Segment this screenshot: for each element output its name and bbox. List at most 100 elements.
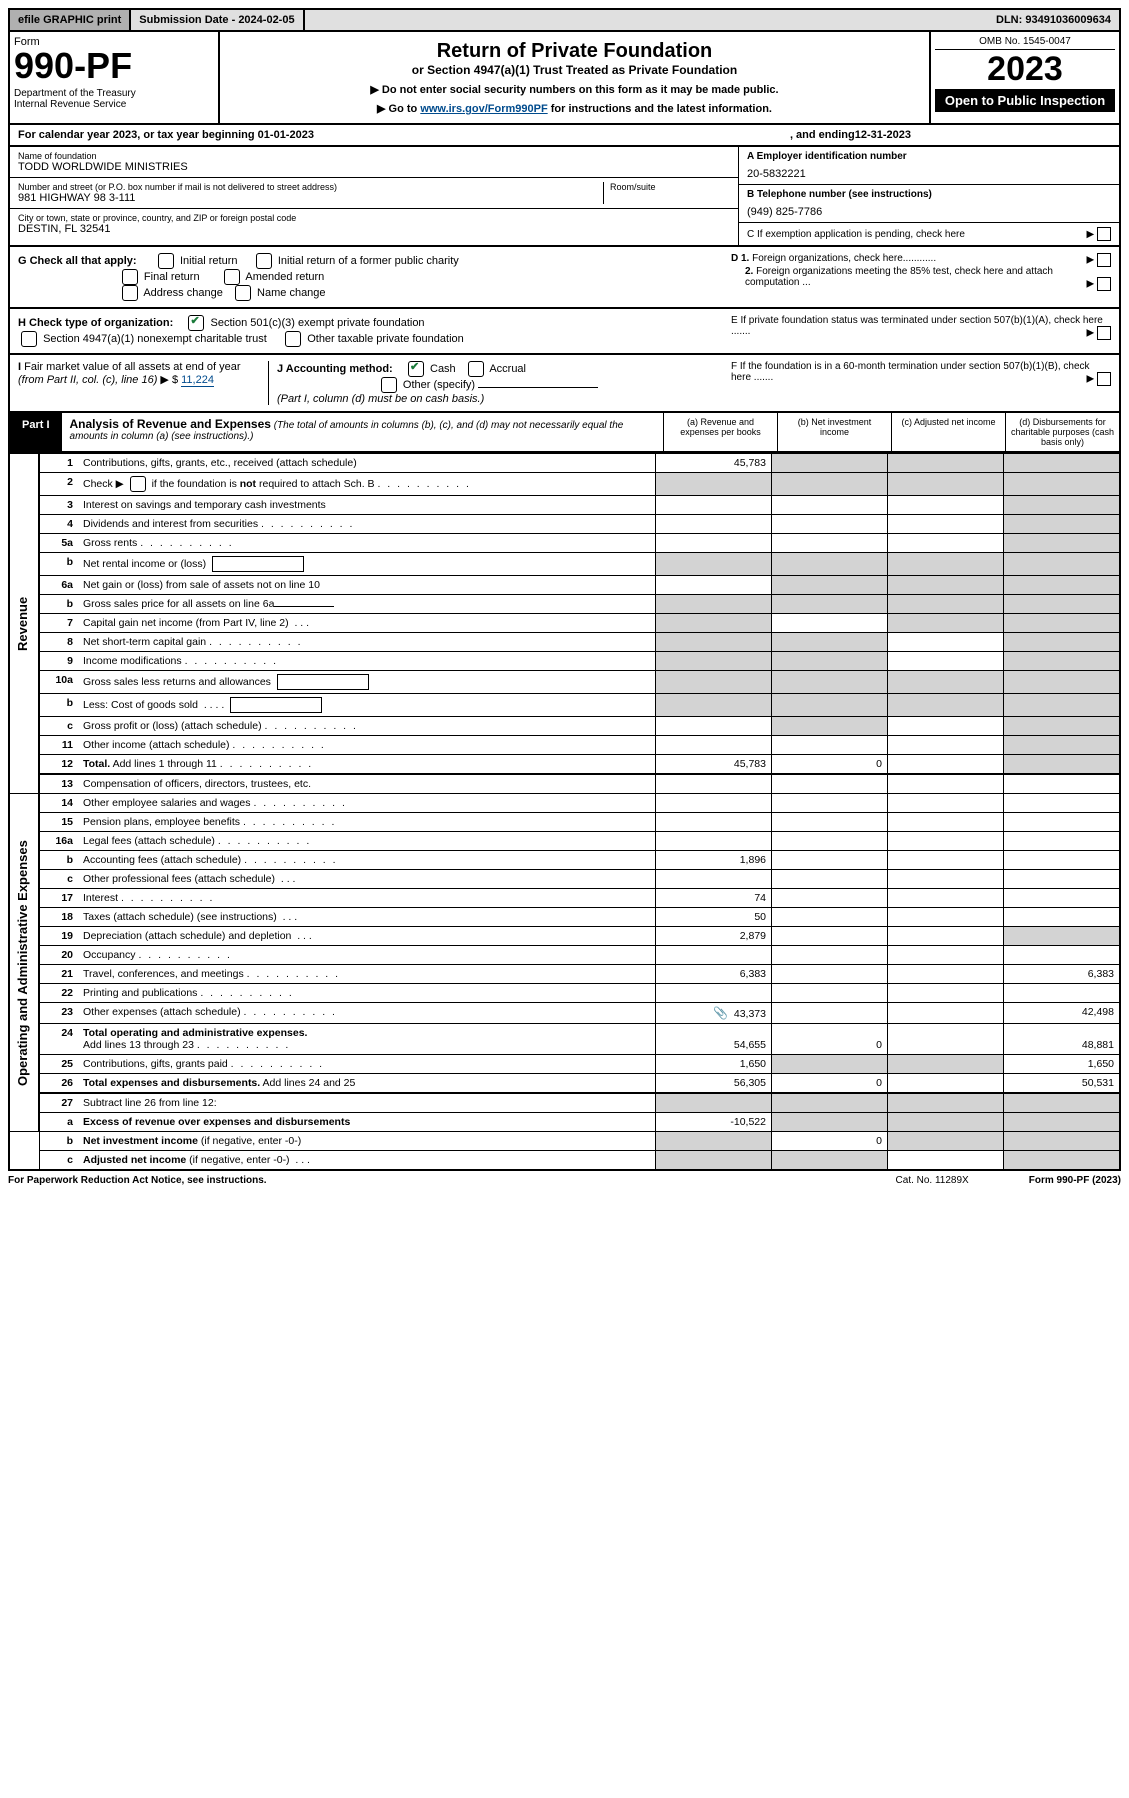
j-label: J Accounting method: [277, 363, 393, 375]
dln: DLN: 93491036009634 [988, 10, 1119, 30]
pending-label: C If exemption application is pending, c… [747, 229, 965, 240]
city-label: City or town, state or province, country… [18, 213, 730, 223]
e-label: E If private foundation status was termi… [731, 315, 1103, 337]
section-h: H Check type of organization: Section 50… [8, 309, 1121, 355]
table-row: 12Total. Add lines 1 through 11 45,7830 [9, 755, 1120, 775]
table-row: bGross sales price for all assets on lin… [9, 595, 1120, 614]
table-row: Revenue 1Contributions, gifts, grants, e… [9, 454, 1120, 473]
g-initial[interactable] [158, 253, 174, 269]
room-label: Room/suite [610, 182, 730, 192]
table-row: cGross profit or (loss) (attach schedule… [9, 717, 1120, 736]
table-row: 6aNet gain or (loss) from sale of assets… [9, 576, 1120, 595]
tax-year: 2023 [935, 50, 1115, 89]
table-row: bLess: Cost of goods sold . . . . [9, 694, 1120, 717]
col-b: (b) Net investment income [777, 413, 891, 451]
top-bar: efile GRAPHIC print Submission Date - 20… [8, 8, 1121, 32]
expenses-side: Operating and Administrative Expenses [9, 794, 39, 1132]
revenue-side: Revenue [9, 454, 39, 794]
form-subtitle: or Section 4947(a)(1) Trust Treated as P… [228, 63, 921, 77]
h-501c3[interactable] [188, 315, 204, 331]
paperwork-notice: For Paperwork Reduction Act Notice, see … [8, 1175, 267, 1186]
addr-label: Number and street (or P.O. box number if… [18, 182, 603, 192]
section-ij: I Fair market value of all assets at end… [8, 355, 1121, 413]
table-row: 24Total operating and administrative exp… [9, 1024, 1120, 1055]
table-row: 17Interest 74 [9, 889, 1120, 908]
g-initial-former[interactable] [256, 253, 272, 269]
h-4947[interactable] [21, 331, 37, 347]
footer: For Paperwork Reduction Act Notice, see … [8, 1171, 1121, 1190]
table-row: 8Net short-term capital gain [9, 633, 1120, 652]
j-other[interactable] [381, 377, 397, 393]
table-row: bNet investment income (if negative, ent… [9, 1132, 1120, 1151]
ein-label: A Employer identification number [747, 151, 907, 162]
attachment-icon[interactable]: 📎 [713, 1006, 728, 1020]
col-a: (a) Revenue and expenses per books [663, 413, 777, 451]
table-row: 23Other expenses (attach schedule) 📎 43,… [9, 1003, 1120, 1024]
table-row: 15Pension plans, employee benefits [9, 813, 1120, 832]
ein: 20-5832221 [747, 168, 1111, 180]
phone-label: B Telephone number (see instructions) [747, 189, 932, 200]
table-row: 20Occupancy [9, 946, 1120, 965]
table-row: cOther professional fees (attach schedul… [9, 870, 1120, 889]
d2: 2. Foreign organizations meeting the 85%… [731, 266, 1111, 288]
f-checkbox[interactable] [1097, 372, 1111, 386]
part1-title: Analysis of Revenue and Expenses [70, 417, 271, 431]
form-number: 990-PF [14, 48, 214, 84]
table-row: 19Depreciation (attach schedule) and dep… [9, 927, 1120, 946]
col-c: (c) Adjusted net income [891, 413, 1005, 451]
table-row: 22Printing and publications [9, 984, 1120, 1003]
part1-table: Revenue 1Contributions, gifts, grants, e… [8, 453, 1121, 1171]
cat-no: Cat. No. 11289X [896, 1175, 969, 1186]
g-final[interactable] [122, 269, 138, 285]
table-row: 5aGross rents [9, 534, 1120, 553]
table-row: Operating and Administrative Expenses 14… [9, 794, 1120, 813]
j-note: (Part I, column (d) must be on cash basi… [277, 393, 484, 405]
fmv: 11,224 [181, 374, 214, 387]
cal-year: For calendar year 2023, or tax year begi… [8, 125, 1121, 147]
g-address[interactable] [122, 285, 138, 301]
table-row: aExcess of revenue over expenses and dis… [9, 1113, 1120, 1132]
pending-checkbox[interactable] [1097, 227, 1111, 241]
g-label: G Check all that apply: [18, 255, 137, 267]
address: 981 HIGHWAY 98 3-111 [18, 192, 603, 204]
form-header: Form 990-PF Department of the Treasury I… [8, 32, 1121, 125]
j-cash[interactable] [408, 361, 424, 377]
g-name[interactable] [235, 285, 251, 301]
table-row: 13Compensation of officers, directors, t… [9, 774, 1120, 794]
h-other[interactable] [285, 331, 301, 347]
dept: Department of the Treasury Internal Reve… [14, 88, 214, 110]
irs-link[interactable]: www.irs.gov/Form990PF [420, 103, 547, 115]
open-inspection: Open to Public Inspection [935, 89, 1115, 112]
table-row: cAdjusted net income (if negative, enter… [9, 1151, 1120, 1171]
table-row: 4Dividends and interest from securities [9, 515, 1120, 534]
efile-label[interactable]: efile GRAPHIC print [10, 10, 131, 30]
name-label: Name of foundation [18, 151, 730, 161]
phone: (949) 825-7786 [747, 206, 1111, 218]
table-row: bAccounting fees (attach schedule) 1,896 [9, 851, 1120, 870]
e-checkbox[interactable] [1097, 326, 1111, 340]
form-note2: ▶ Go to www.irs.gov/Form990PF for instru… [228, 102, 921, 115]
table-row: 7Capital gain net income (from Part IV, … [9, 614, 1120, 633]
omb: OMB No. 1545-0047 [935, 36, 1115, 50]
table-row: 18Taxes (attach schedule) (see instructi… [9, 908, 1120, 927]
col-d: (d) Disbursements for charitable purpose… [1005, 413, 1119, 451]
city: DESTIN, FL 32541 [18, 223, 730, 235]
foundation-name: TODD WORLDWIDE MINISTRIES [18, 161, 730, 173]
table-row: 2Check ▶ if the foundation is not requir… [9, 473, 1120, 496]
table-row: 10aGross sales less returns and allowanc… [9, 671, 1120, 694]
form-note1: ▶ Do not enter social security numbers o… [228, 83, 921, 96]
form-title: Return of Private Foundation [228, 40, 921, 63]
g-amended[interactable] [224, 269, 240, 285]
table-row: 21Travel, conferences, and meetings 6,38… [9, 965, 1120, 984]
table-row: 16aLegal fees (attach schedule) [9, 832, 1120, 851]
part1-tag: Part I [10, 413, 62, 451]
submission-date: Submission Date - 2024-02-05 [131, 10, 304, 30]
part1-header: Part I Analysis of Revenue and Expenses … [8, 413, 1121, 453]
form-ref: Form 990-PF (2023) [1029, 1175, 1121, 1186]
table-row: 25Contributions, gifts, grants paid 1,65… [9, 1055, 1120, 1074]
table-row: 26Total expenses and disbursements. Add … [9, 1074, 1120, 1094]
f-label: F If the foundation is in a 60-month ter… [731, 361, 1090, 383]
table-row: 27Subtract line 26 from line 12: [9, 1093, 1120, 1113]
j-accrual[interactable] [468, 361, 484, 377]
table-row: 11Other income (attach schedule) [9, 736, 1120, 755]
